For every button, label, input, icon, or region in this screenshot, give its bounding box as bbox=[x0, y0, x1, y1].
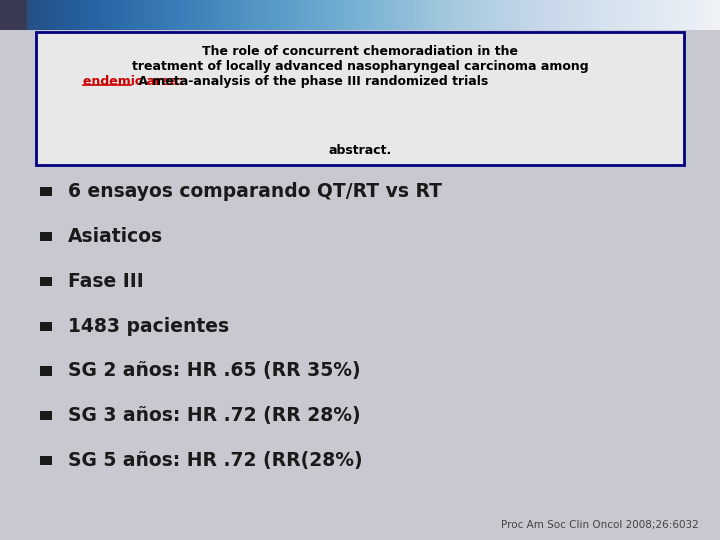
Text: treatment of locally advanced nasopharyngeal carcinoma among: treatment of locally advanced nasopharyn… bbox=[132, 60, 588, 73]
FancyBboxPatch shape bbox=[40, 321, 52, 330]
Text: SG 5 años: HR .72 (RR(28%): SG 5 años: HR .72 (RR(28%) bbox=[68, 451, 363, 470]
FancyBboxPatch shape bbox=[40, 411, 52, 420]
FancyBboxPatch shape bbox=[40, 276, 52, 286]
FancyBboxPatch shape bbox=[0, 0, 27, 30]
Text: 6 ensayos comparando QT/RT vs RT: 6 ensayos comparando QT/RT vs RT bbox=[68, 182, 442, 201]
Text: SG 2 años: HR .65 (RR 35%): SG 2 años: HR .65 (RR 35%) bbox=[68, 361, 361, 381]
FancyBboxPatch shape bbox=[40, 232, 52, 241]
Text: Proc Am Soc Clin Oncol 2008;26:6032: Proc Am Soc Clin Oncol 2008;26:6032 bbox=[500, 520, 698, 530]
FancyBboxPatch shape bbox=[40, 456, 52, 465]
Text: The role of concurrent chemoradiation in the: The role of concurrent chemoradiation in… bbox=[202, 45, 518, 58]
Text: Asiaticos: Asiaticos bbox=[68, 227, 163, 246]
Text: abstract.: abstract. bbox=[328, 144, 392, 157]
Text: A meta-analysis of the phase III randomized trials: A meta-analysis of the phase III randomi… bbox=[134, 75, 488, 88]
FancyBboxPatch shape bbox=[40, 187, 52, 196]
Text: Fase III: Fase III bbox=[68, 272, 144, 291]
Text: SG 3 años: HR .72 (RR 28%): SG 3 años: HR .72 (RR 28%) bbox=[68, 406, 361, 426]
Text: 1483 pacientes: 1483 pacientes bbox=[68, 316, 230, 336]
FancyBboxPatch shape bbox=[40, 366, 52, 376]
Text: endemic area:: endemic area: bbox=[83, 75, 183, 88]
FancyBboxPatch shape bbox=[36, 32, 684, 165]
